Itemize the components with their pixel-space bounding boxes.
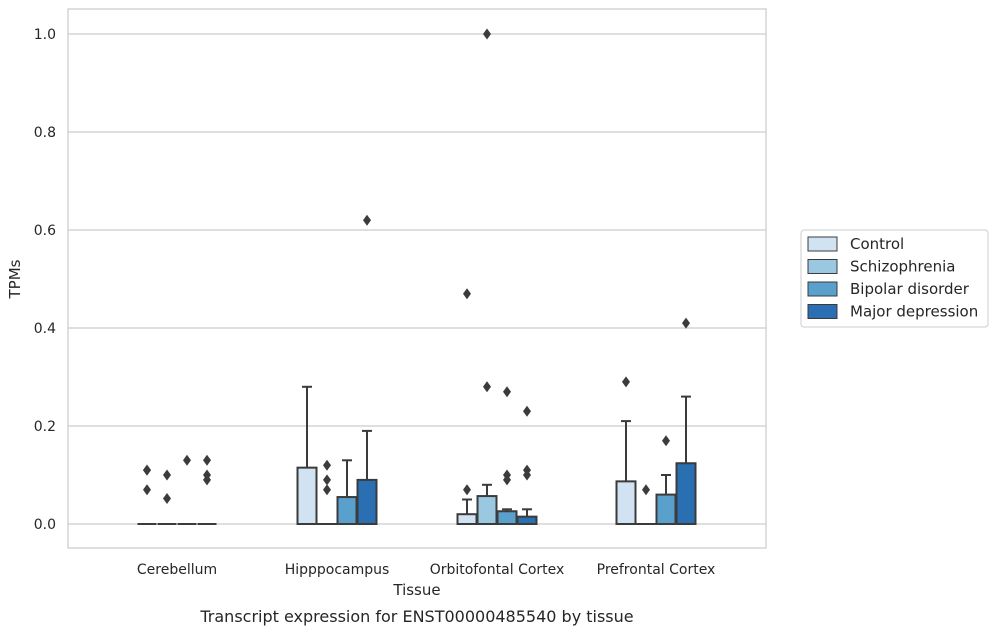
y-tick-labels: 0.0 0.2 0.4 0.6 0.8 1.0 bbox=[34, 27, 56, 533]
x-tick-labels: Cerebellum Hipppocampus Orbitofontal Corte… bbox=[137, 562, 715, 578]
box-group bbox=[356, 214, 378, 525]
x-tick-label: Prefrontal Cortex bbox=[597, 562, 716, 578]
outlier-point bbox=[183, 454, 191, 466]
box bbox=[476, 495, 498, 526]
y-tick-label: 0.0 bbox=[34, 517, 56, 533]
box-group bbox=[636, 484, 656, 525]
outlier-point bbox=[463, 484, 471, 496]
outlier-point bbox=[323, 474, 331, 486]
box-group bbox=[197, 454, 217, 525]
outlier-point bbox=[323, 459, 331, 471]
box-group bbox=[177, 454, 197, 525]
outlier-point bbox=[523, 469, 531, 481]
box-group bbox=[456, 288, 478, 526]
legend-label: Bipolar disorder bbox=[850, 280, 970, 298]
legend-frame bbox=[800, 229, 989, 328]
plot-marks bbox=[137, 28, 697, 526]
outlier-point bbox=[143, 464, 151, 476]
legend-label: Major depression bbox=[850, 303, 978, 321]
box bbox=[516, 515, 538, 526]
legend-swatch bbox=[807, 259, 838, 274]
outlier-point bbox=[622, 376, 630, 388]
y-tick-label: 0.6 bbox=[34, 223, 56, 239]
box-group bbox=[336, 459, 358, 525]
box bbox=[675, 462, 697, 525]
y-axis-title: TPMs bbox=[6, 259, 24, 299]
gridlines bbox=[68, 33, 766, 525]
legend: Control Schizophrenia Bipolar disorder Majo… bbox=[800, 229, 989, 328]
x-tick-label: Hipppocampus bbox=[285, 562, 390, 578]
outlier-point bbox=[503, 474, 511, 486]
x-tick-label: Orbitofontal Cortex bbox=[430, 562, 565, 578]
box bbox=[356, 478, 378, 525]
box-group bbox=[655, 435, 677, 526]
legend-label: Schizophrenia bbox=[850, 258, 955, 276]
outlier-point bbox=[682, 317, 690, 329]
legend-swatch bbox=[807, 304, 838, 319]
y-tick-label: 0.2 bbox=[34, 419, 56, 435]
x-tick-label: Cerebellum bbox=[137, 562, 217, 578]
box-group bbox=[675, 317, 697, 525]
chart-caption: Transcript expression for ENST0000048554… bbox=[199, 607, 633, 626]
y-tick-label: 0.8 bbox=[34, 125, 56, 141]
outlier-point bbox=[203, 454, 211, 466]
box bbox=[655, 493, 677, 526]
x-axis-title: Tissue bbox=[392, 581, 440, 599]
legend-swatch bbox=[807, 281, 838, 297]
box bbox=[336, 496, 358, 525]
box bbox=[615, 480, 637, 525]
outlier-point bbox=[523, 405, 531, 417]
outlier-point bbox=[642, 484, 650, 496]
box-group bbox=[296, 385, 318, 525]
outlier-point bbox=[163, 469, 171, 481]
y-tick-label: 1.0 bbox=[34, 27, 56, 43]
outlier-point bbox=[363, 214, 371, 226]
box-group bbox=[615, 376, 637, 525]
outlier-point bbox=[483, 381, 491, 393]
box-group bbox=[157, 469, 177, 525]
box bbox=[296, 466, 318, 525]
outlier-point bbox=[463, 288, 471, 300]
legend-swatch bbox=[807, 236, 838, 252]
box-group bbox=[317, 459, 337, 525]
box bbox=[456, 513, 478, 526]
outlier-point bbox=[662, 435, 670, 447]
outlier-point bbox=[503, 386, 511, 398]
plot-frame bbox=[67, 8, 767, 549]
outlier-point bbox=[483, 28, 491, 40]
legend-label: Control bbox=[850, 235, 904, 253]
box-group bbox=[496, 386, 518, 526]
y-tick-label: 0.4 bbox=[34, 321, 56, 337]
box-group bbox=[516, 405, 538, 526]
box bbox=[496, 510, 518, 526]
outlier-point bbox=[323, 484, 331, 496]
outlier-point bbox=[143, 484, 151, 496]
outlier-point bbox=[163, 493, 171, 505]
outlier-point bbox=[203, 474, 211, 486]
box-group bbox=[137, 464, 157, 525]
box-group bbox=[476, 28, 498, 526]
